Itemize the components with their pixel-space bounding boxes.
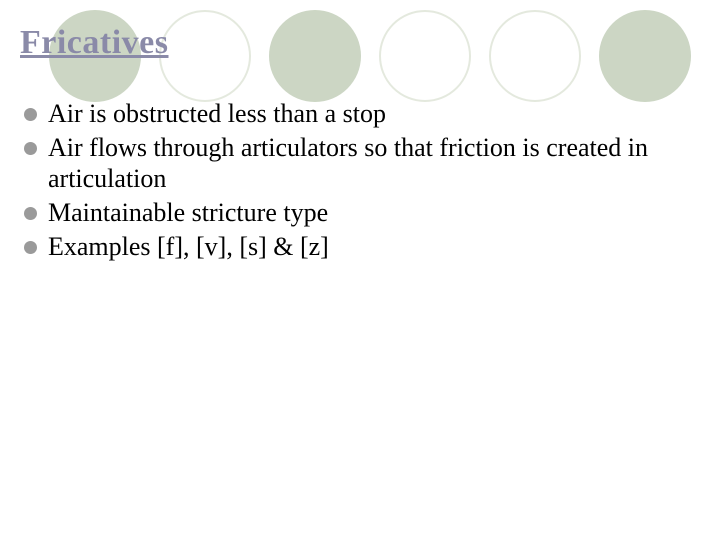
slide-title: Fricatives	[20, 24, 700, 62]
list-item: Maintainable stricture type	[24, 197, 700, 229]
slide-content: Fricatives Air is obstructed less than a…	[20, 24, 700, 265]
list-item: Air is obstructed less than a stop	[24, 98, 700, 130]
list-item: Examples [f], [v], [s] & [z]	[24, 231, 700, 263]
bullet-list: Air is obstructed less than a stop Air f…	[20, 98, 700, 263]
list-item: Air flows through articulators so that f…	[24, 132, 700, 195]
